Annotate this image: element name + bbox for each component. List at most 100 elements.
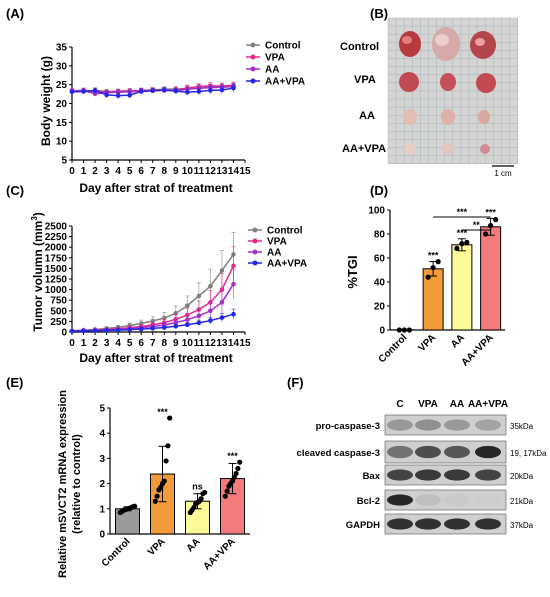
y-tick-label: 0 — [61, 328, 67, 339]
x-tick-label: 1 — [81, 338, 87, 349]
data-point — [132, 503, 138, 509]
y-tick-label: 2 — [99, 479, 105, 490]
data-point-aavpa — [127, 327, 132, 332]
data-point — [454, 245, 460, 251]
y-tick-label: 2250 — [45, 232, 68, 243]
panel-c-plot: 0 1 2 3 4 5 6 7 8 9 10 11 12 13 14 15025050075010001250… — [45, 222, 307, 350]
data-point-vpa — [231, 263, 236, 269]
legend-marker-control — [250, 42, 256, 48]
blot-band — [444, 445, 470, 459]
bracket-label: *** — [457, 207, 468, 217]
blot-band — [444, 469, 470, 481]
data-point-aavpa — [138, 326, 144, 332]
data-point-aavpa — [138, 89, 144, 94]
data-point — [459, 241, 465, 247]
data-point-aavpa — [69, 328, 75, 334]
bar-aavpa — [220, 478, 245, 535]
data-point-aavpa — [81, 328, 86, 334]
data-point-control — [219, 268, 225, 273]
data-point-aavpa — [161, 87, 167, 93]
blot-band — [475, 419, 501, 431]
legend-marker-aavpa — [252, 260, 258, 266]
data-point — [430, 265, 436, 271]
legend-label-vpa: VPA — [265, 53, 285, 64]
x-tick-label: 11 — [194, 166, 205, 177]
significance-label: *** — [485, 207, 496, 217]
tumor-highlight — [435, 34, 449, 46]
data-point-aavpa — [185, 89, 190, 95]
blot-kda-label: 37kDa — [510, 521, 534, 530]
blot-band — [475, 494, 501, 506]
panel-a-ylabel: Body weight (g) — [39, 56, 53, 146]
x-tick-label: 0 — [69, 338, 75, 349]
x-tick-label: 8 — [161, 166, 167, 177]
data-point-aavpa — [104, 328, 109, 333]
data-point-aavpa — [81, 89, 86, 94]
legend-marker-vpa — [250, 54, 256, 60]
data-point-aavpa — [104, 92, 109, 98]
tumor-aa-2 — [441, 109, 455, 125]
blot-column-label: AA+VPA — [468, 399, 508, 410]
data-point — [152, 498, 158, 504]
x-tick-label: 2 — [92, 166, 98, 177]
panel-e-label: (E) — [6, 375, 23, 390]
tumor-row-label-aa: AA — [359, 110, 375, 122]
legend-marker-aa — [252, 249, 258, 255]
blot-band — [415, 518, 441, 530]
data-point-aavpa — [208, 318, 213, 323]
y-tick-label: 100 — [368, 206, 385, 217]
data-point-aavpa — [92, 328, 98, 334]
x-tick-label: 15 — [239, 166, 251, 177]
panel-e-ylabel-line1: Relative mSVCT2 mRNA expression — [57, 390, 69, 578]
x-tick-label: 12 — [205, 338, 217, 349]
legend-label-control: Control — [267, 226, 303, 237]
panel-c-ylabel-sup: 3 — [30, 216, 39, 221]
blot-band — [475, 445, 501, 459]
tumor-vpa-3 — [476, 73, 496, 93]
category-label: AA — [185, 536, 203, 554]
data-point — [406, 327, 412, 333]
tumor-aavpa-1 — [404, 143, 416, 155]
y-tick-label: 25 — [56, 80, 68, 91]
data-point-aavpa — [127, 92, 132, 98]
y-tick-label: 40 — [374, 278, 386, 289]
panel-c-ylabel: Tumor volumn (mm3) — [30, 212, 45, 332]
data-point — [483, 231, 489, 237]
legend-label-aavpa: AA+VPA — [267, 259, 307, 270]
tumor-vpa-2 — [440, 73, 456, 91]
data-point-control — [196, 293, 202, 299]
x-tick-label: 11 — [194, 338, 205, 349]
panel-a-xlabel: Day after strat of treatment — [79, 181, 232, 195]
panel-d-ylabel: %TGI — [345, 255, 360, 288]
data-point-aavpa — [150, 88, 156, 93]
category-label: VPA — [416, 332, 438, 354]
bar-aavpa — [480, 226, 502, 331]
blot-band — [444, 419, 470, 431]
data-point-aavpa — [231, 311, 236, 317]
tumor-row-label-control: Control — [340, 41, 379, 53]
tumor-highlight — [402, 36, 412, 44]
data-point — [167, 415, 173, 421]
blot-band — [387, 445, 413, 459]
category-label: AA+VPA — [201, 536, 237, 572]
x-tick-label: 7 — [150, 166, 156, 177]
blot-band — [444, 494, 470, 506]
data-point-aavpa — [173, 88, 179, 94]
category-label: AA — [449, 332, 467, 350]
x-tick-label: 12 — [205, 166, 217, 177]
tumor-row-label-aavpa: AA+VPA — [342, 143, 386, 155]
x-tick-label: 2 — [92, 338, 98, 349]
blot-kda-label: 19, 17kDa — [510, 449, 547, 458]
legend-label-vpa: VPA — [267, 237, 287, 248]
x-tick-label: 5 — [127, 338, 133, 349]
blot-band — [387, 494, 413, 506]
data-point-aavpa — [219, 87, 225, 93]
panel-d-plot: 0 20 40 60 80 100 Control *** VPA *** AA *** AA+VPA *… — [368, 206, 505, 368]
y-tick-label: 30 — [56, 61, 68, 72]
legend-marker-control — [252, 227, 258, 233]
y-tick-label: 1750 — [45, 253, 68, 264]
x-tick-label: 15 — [239, 338, 251, 349]
panel-c-ylabel-end: ) — [31, 212, 45, 216]
x-tick-label: 4 — [115, 338, 121, 349]
category-label: VPA — [146, 536, 168, 558]
